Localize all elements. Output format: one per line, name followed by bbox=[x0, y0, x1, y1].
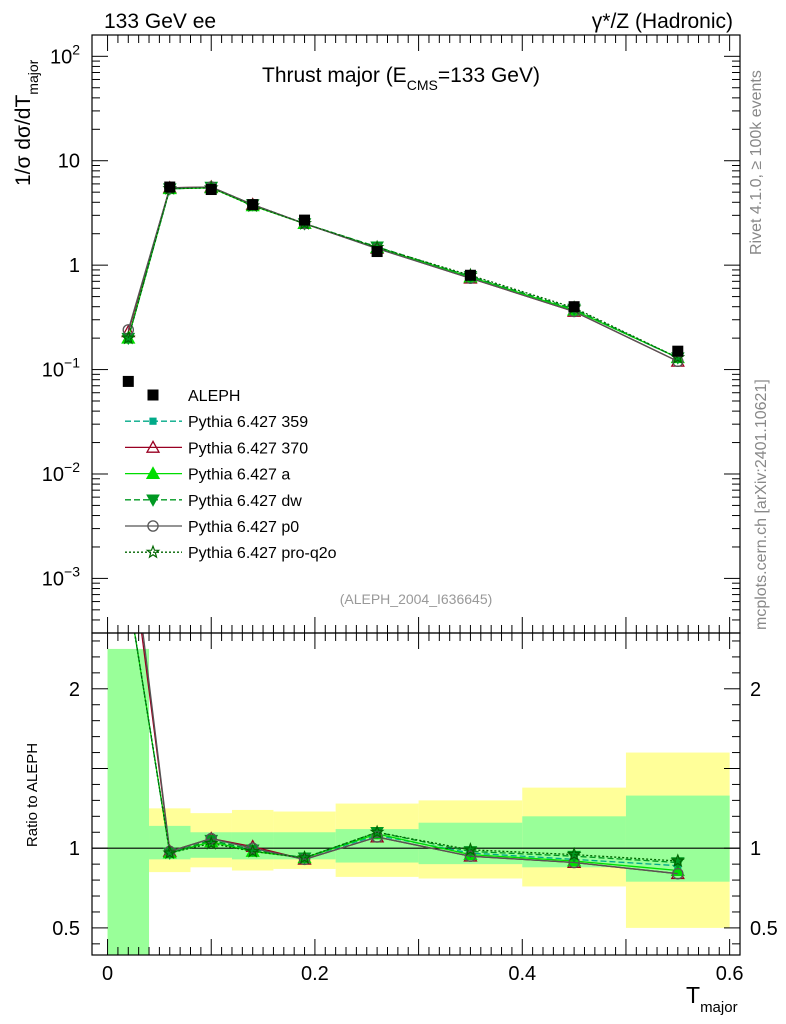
x-label-sub: major bbox=[700, 999, 738, 1016]
data-point bbox=[464, 269, 476, 281]
data-point bbox=[164, 181, 176, 193]
ratio-tick-label-right: 0.5 bbox=[750, 918, 778, 940]
rivet-label: Rivet 4.1.0, ≥ 100k events bbox=[748, 70, 765, 255]
ratio-band-inner bbox=[107, 648, 150, 955]
y-label-main-sub: major bbox=[25, 59, 41, 94]
ratio-point-pq2o bbox=[297, 850, 312, 864]
ratio-series-group bbox=[134, 633, 686, 880]
plot-title: Thrust major (ECMS=133 GeV) bbox=[262, 64, 540, 93]
data-point bbox=[568, 301, 580, 313]
series-line-pp0 bbox=[127, 186, 679, 362]
y-axis-label-ratio: Ratio to ALEPH bbox=[24, 743, 41, 847]
ratio-line-pq2o bbox=[134, 633, 678, 862]
series-line-p370 bbox=[127, 186, 679, 362]
ratio-point-pp0 bbox=[464, 850, 477, 862]
series-line-pdw bbox=[127, 186, 679, 359]
ratio-tick-label: 1 bbox=[69, 838, 80, 860]
ratio-plot-panel: 2 2 1 1 0.5 0.5 0 0.2 0.4 0.6 bbox=[52, 35, 778, 985]
y-label-main: 1/σ dσ/dT bbox=[12, 95, 35, 186]
main-data-group bbox=[122, 181, 684, 387]
series-point-pq2o bbox=[120, 330, 136, 345]
ratio-plot-frame bbox=[91, 632, 741, 956]
ratio-point-pq2o bbox=[369, 824, 385, 839]
x-axis-label: Tmajor bbox=[686, 982, 738, 1016]
data-point bbox=[247, 199, 259, 211]
y-tick-label: 10−3 bbox=[42, 563, 80, 590]
legend-marker-pdw bbox=[146, 494, 160, 507]
ratio-y-axis: 2 2 1 1 0.5 0.5 bbox=[52, 640, 778, 945]
series-line-p359 bbox=[127, 187, 679, 359]
legend-marker-pp0 bbox=[147, 520, 159, 532]
plot-title-main: Thrust major (E bbox=[262, 64, 407, 87]
ratio-point-pp0 bbox=[672, 867, 684, 880]
ratio-point-pq2o bbox=[203, 835, 219, 850]
legend-label-p359: Pythia 6.427 359 bbox=[188, 414, 308, 431]
data-point bbox=[672, 345, 684, 357]
main-plot-panel: 102 10 1 10−1 10−2 10−3 bbox=[42, 34, 741, 634]
legend-marker-pq2o bbox=[145, 544, 161, 559]
legend-label-pa: Pythia 6.427 a bbox=[188, 467, 290, 484]
y-tick-label: 10−2 bbox=[42, 459, 80, 486]
main-y-axis: 102 10 1 10−1 10−2 10−3 bbox=[42, 41, 740, 634]
y-tick-label: 102 bbox=[50, 41, 80, 68]
ratio-point-pq2o bbox=[566, 846, 582, 861]
series-line-pq2o bbox=[127, 187, 679, 359]
ratio-line-pp0 bbox=[142, 633, 678, 875]
ratio-point-pq2o bbox=[245, 843, 260, 858]
x-tick-label: 0.6 bbox=[716, 963, 744, 985]
data-point bbox=[299, 214, 311, 226]
ratio-uncertainty-bands bbox=[107, 648, 730, 955]
y-tick-label: 10 bbox=[58, 151, 80, 173]
series-point-pp0 bbox=[122, 324, 135, 336]
y-tick-label: 1 bbox=[69, 255, 80, 277]
ratio-point-pdw bbox=[204, 834, 219, 848]
ratio-tick-label-right: 1 bbox=[750, 838, 761, 860]
x-tick-label: 0.2 bbox=[301, 963, 329, 985]
legend-label-pq2o: Pythia 6.427 pro-q2o bbox=[188, 545, 337, 562]
data-point bbox=[371, 246, 383, 258]
ratio-point-pp0 bbox=[298, 853, 311, 866]
legend-marker-data bbox=[147, 389, 159, 401]
ratio-point-pq2o bbox=[463, 842, 478, 856]
header-left: 133 GeV ee bbox=[104, 10, 216, 33]
header-right: γ*/Z (Hadronic) bbox=[592, 10, 733, 33]
x-label-main: T bbox=[686, 982, 700, 1008]
data-point bbox=[205, 184, 217, 196]
plot-title-tail: =133 GeV) bbox=[438, 64, 540, 87]
y-axis-label-main: 1/σ dσ/dTmajor bbox=[12, 59, 41, 186]
legend-label-data: ALEPH bbox=[188, 388, 240, 405]
mcplots-label: mcplots.cern.ch [arXiv:2401.10621] bbox=[753, 379, 770, 630]
legend: ALEPH Pythia 6.427 359 Pythia 6.427 370 Pyt… bbox=[125, 388, 337, 562]
legend-label-pdw: Pythia 6.427 dw bbox=[188, 493, 302, 510]
ratio-point-pq2o bbox=[162, 845, 178, 860]
ratio-point-pq2o bbox=[670, 853, 686, 868]
x-tick-label: 0.4 bbox=[508, 963, 536, 985]
legend-label-p370: Pythia 6.427 370 bbox=[188, 440, 308, 457]
legend-label-pp0: Pythia 6.427 p0 bbox=[188, 519, 299, 536]
legend-marker-p370 bbox=[145, 440, 161, 453]
ratio-tick-label: 2 bbox=[69, 679, 80, 701]
series-line-pa bbox=[127, 187, 679, 359]
main-series-group bbox=[120, 179, 686, 368]
plot-title-sub: CMS bbox=[407, 77, 438, 93]
x-tick-label: 0 bbox=[102, 963, 113, 985]
ratio-tick-label-right: 2 bbox=[750, 679, 761, 701]
main-plot-frame bbox=[91, 34, 741, 634]
analysis-id: (ALEPH_2004_I636645) bbox=[340, 591, 493, 607]
y-tick-label: 10−1 bbox=[42, 355, 80, 382]
data-point bbox=[122, 375, 134, 387]
legend-marker-pa bbox=[145, 466, 161, 480]
x-axis: 0 0.2 0.4 0.6 bbox=[102, 35, 744, 985]
legend-marker-p359 bbox=[149, 417, 157, 425]
svg-text:1/σ dσ/dTmajor: 1/σ dσ/dTmajor bbox=[12, 59, 41, 186]
ratio-tick-label: 0.5 bbox=[52, 918, 80, 940]
